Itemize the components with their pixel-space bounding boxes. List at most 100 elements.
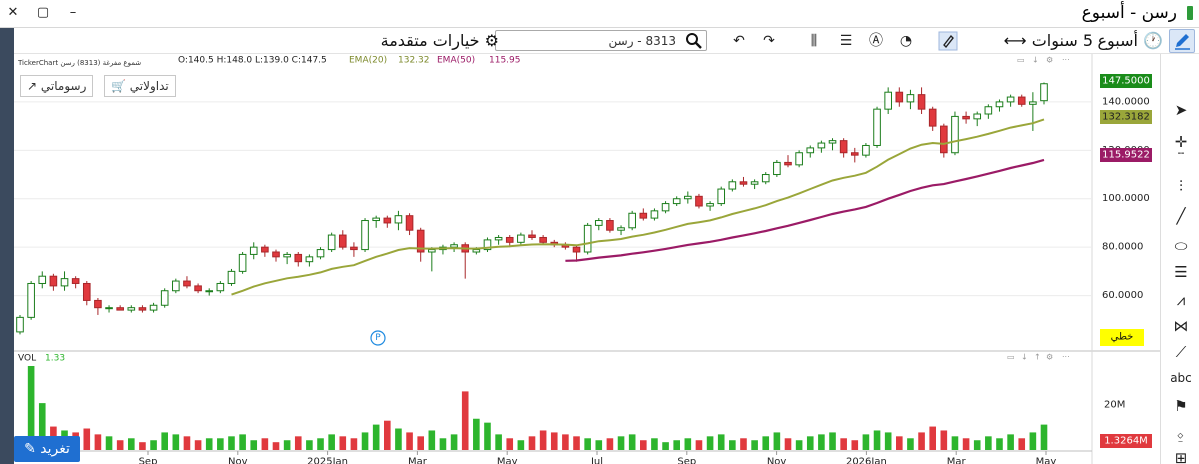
candle-body [350, 246, 358, 251]
volume-bar [918, 432, 925, 450]
interval-label: أسبوع [1097, 31, 1138, 50]
volume-bar [784, 438, 792, 450]
event-p-marker-label: P [375, 333, 381, 343]
interval-selector[interactable]: 🕐 أسبوع [1097, 30, 1163, 52]
price-tick-label: 100.0000 [1102, 193, 1150, 204]
candle-body [850, 152, 859, 156]
measure-icon[interactable]: ⊞ [1174, 449, 1188, 464]
volume-pane-minimize-icon[interactable]: ▭ [1007, 353, 1015, 362]
pane-settings-icon[interactable]: ⚙ [1046, 56, 1053, 65]
candle-body [517, 234, 525, 243]
redo-icon[interactable]: ↷ [763, 33, 775, 49]
restore-window-button[interactable]: ▢ [36, 5, 50, 20]
volume-bar [550, 432, 558, 450]
alert-a-icon[interactable]: Ⓐ [869, 33, 883, 49]
volume-bar [372, 424, 380, 450]
tweet-button[interactable]: تغريد ✎ [14, 436, 80, 462]
ema50-line [565, 158, 1045, 262]
volume-pane-more-icon[interactable]: ··· [1062, 353, 1070, 362]
volume-bar [996, 438, 1003, 450]
volume-pane-up-icon[interactable]: ↑ [1034, 353, 1041, 362]
time-tick-label: Nov [767, 456, 787, 464]
volume-bar [473, 418, 480, 450]
candle-body [394, 215, 403, 224]
ellipse-icon[interactable]: ⬭ [1174, 237, 1188, 255]
candle-body [839, 140, 848, 154]
candle-body [494, 236, 503, 241]
volume-bar [183, 436, 191, 450]
text-tool-icon[interactable]: abc [1170, 371, 1192, 385]
time-tick-label: Jul [590, 456, 603, 464]
candle-body [60, 278, 69, 287]
undo-icon[interactable]: ↶ [733, 33, 745, 49]
pane-move-down-icon[interactable]: ↓ [1032, 56, 1039, 65]
desktop-background-strip [0, 28, 14, 464]
candle-body [261, 246, 269, 253]
cursor-icon[interactable]: ➤ [1174, 101, 1188, 119]
event-p-marker[interactable] [370, 330, 386, 346]
volume-bar [729, 440, 736, 450]
price-tick-label: 80.0000 [1102, 242, 1143, 253]
volume-pane-down-icon[interactable]: ↓ [1021, 353, 1028, 362]
indicators-icon[interactable]: ☰ [839, 33, 853, 49]
my-drawings-button[interactable]: رسوماتي ↗ [20, 75, 94, 97]
crosshair-icon[interactable]: ✛ [1174, 133, 1188, 151]
candle-body [684, 195, 692, 200]
brush-tool-icon[interactable] [938, 31, 958, 51]
volume-bar [940, 430, 948, 450]
volume-pane-settings-icon[interactable]: ⚙ [1046, 353, 1053, 362]
xabcd-pattern-icon[interactable]: ⋈ [1173, 317, 1189, 335]
volume-bar [818, 434, 825, 450]
candle-body [828, 140, 837, 144]
range-selector[interactable]: 5 سنوات ⟷ [1004, 30, 1093, 52]
time-tick-label: Sep [139, 456, 158, 464]
volume-bar [951, 436, 959, 450]
candle-body [628, 212, 636, 229]
candlestick-type-icon[interactable]: ⫼ [810, 33, 818, 49]
draw-mode-button[interactable] [1169, 29, 1195, 53]
volume-bar [1007, 434, 1014, 450]
volume-bar [751, 440, 758, 450]
candle-body [617, 227, 625, 231]
wave-pattern-icon[interactable]: ⩘ [1176, 291, 1186, 309]
volume-bar [528, 436, 536, 450]
symbol-search-input[interactable]: 8313 - رسن [495, 30, 707, 51]
link-icon: ⟷ [1003, 31, 1027, 50]
pane-more-icon[interactable]: ··· [1062, 56, 1070, 65]
symbol-search-value: 8313 - رسن [608, 34, 677, 48]
speedometer-icon[interactable]: ◔ [899, 33, 913, 49]
candle-body [784, 161, 792, 166]
magnet-icon[interactable]: ⍚ [1176, 425, 1186, 443]
candle-body [94, 299, 102, 309]
minimize-window-button[interactable]: – [69, 5, 77, 20]
ohlc-values: O:140.5 H:148.0 L:139.0 C:147.5 [178, 56, 327, 66]
volume-bar [250, 440, 258, 450]
volume-bar [617, 436, 625, 450]
candle-body [450, 244, 458, 248]
candle-body [305, 256, 314, 263]
linear-scale-badge[interactable]: خطي [1100, 329, 1144, 346]
search-icon[interactable] [682, 31, 704, 50]
candle-body [238, 253, 247, 272]
my-trades-button[interactable]: تداولاتي 🛒 [104, 75, 176, 97]
pane-minimize-icon[interactable]: ▭ [1017, 56, 1025, 65]
fibonacci-icon[interactable]: ☰ [1174, 263, 1188, 281]
candle-body [194, 285, 202, 292]
price-line-icon[interactable]: ⫶ [1179, 177, 1183, 195]
candle-body [483, 239, 492, 251]
flag-icon[interactable]: ⚑ [1174, 397, 1188, 415]
candle-body [216, 282, 225, 292]
trend-line-icon[interactable]: ╱ [1176, 207, 1186, 225]
candle-body [940, 125, 948, 154]
zigzag-icon[interactable]: ⟋ [1175, 343, 1187, 361]
volume-bar [139, 442, 146, 450]
horizontal-line-icon[interactable]: ╌ [1177, 147, 1185, 160]
my-trades-label: تداولاتي [129, 79, 169, 93]
candle-body [138, 307, 147, 311]
candle-body [338, 234, 347, 248]
advanced-options-button[interactable]: ⚙ خيارات متقدمة [381, 30, 499, 52]
close-window-button[interactable]: ✕ [7, 5, 19, 20]
volume-bar [517, 440, 525, 450]
